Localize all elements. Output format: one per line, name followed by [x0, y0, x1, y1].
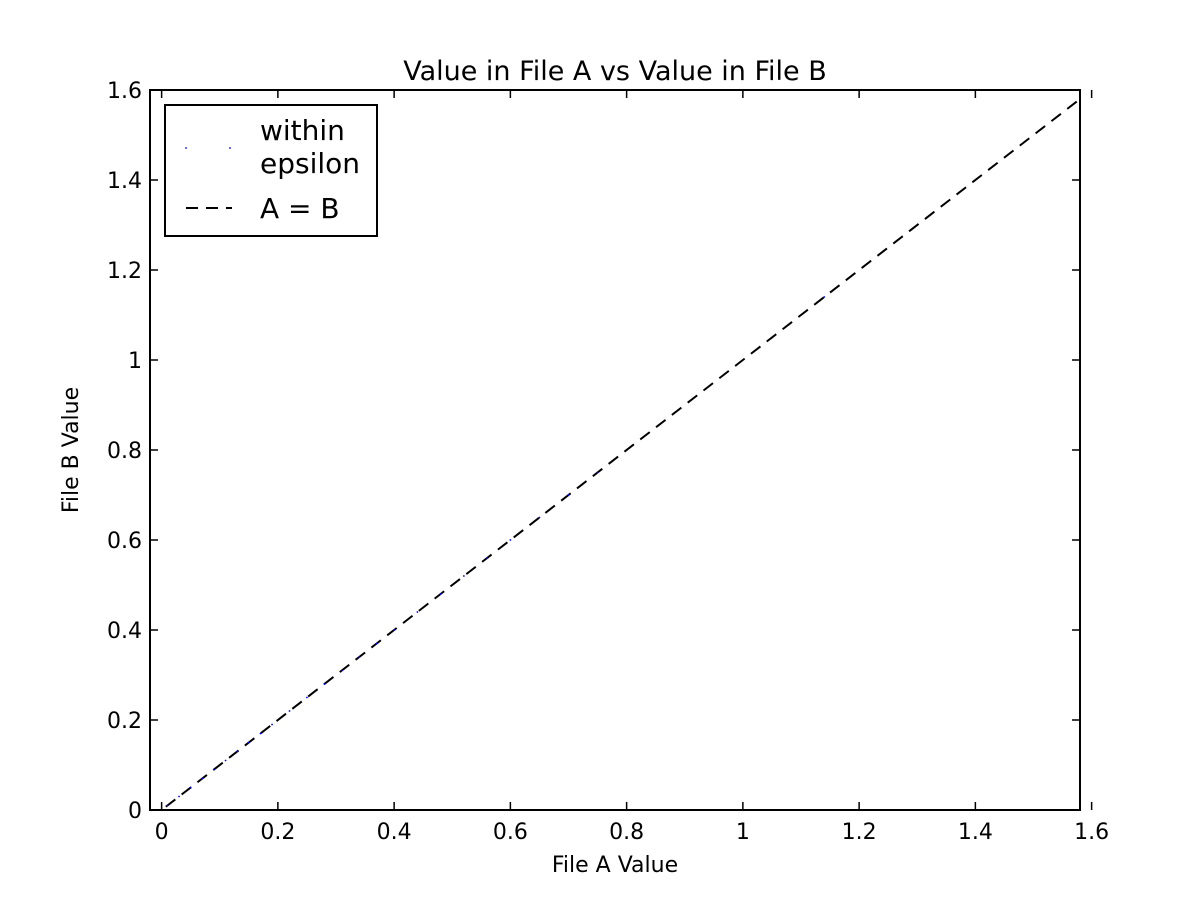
series-within-epsilon-point — [247, 741, 250, 744]
series-within-epsilon-point — [596, 471, 599, 474]
y-tick-label: 0.4 — [107, 619, 142, 644]
series-within-epsilon-point — [486, 557, 489, 559]
y-tick-label: 0.2 — [107, 709, 142, 734]
y-tick-label: 1.4 — [107, 169, 142, 194]
x-tick-label: 0.4 — [377, 820, 412, 845]
x-tick-label: 0.8 — [609, 820, 644, 845]
y-tick-label: 0.8 — [107, 439, 142, 464]
x-tick-label: 1 — [736, 820, 750, 845]
series-within-epsilon-point — [567, 494, 570, 496]
series-within-epsilon-point — [416, 611, 419, 613]
legend: within epsilon A = B — [164, 104, 378, 237]
series-within-epsilon-point — [166, 804, 169, 807]
legend-frame — [164, 104, 378, 237]
series-within-epsilon-point — [439, 593, 442, 595]
series-within-epsilon-point — [178, 795, 180, 798]
series-within-epsilon-point — [224, 759, 227, 762]
legend-entry-within-epsilon-line2: epsilon — [260, 147, 360, 180]
series-within-epsilon-point — [213, 768, 215, 771]
x-tick-label: 0.6 — [493, 820, 528, 845]
series-within-epsilon-point — [538, 516, 541, 519]
series-within-epsilon-point — [358, 656, 361, 658]
series-within-epsilon-point — [509, 539, 512, 541]
series-a-equals-b-line — [159, 98, 1080, 810]
x-tick-label: 0 — [155, 820, 169, 845]
legend-entry-within-epsilon-line1: within — [260, 114, 345, 147]
legend-point — [229, 147, 231, 149]
legend-marker-points — [185, 147, 231, 149]
axis-ticks: 0 0.2 0.4 0.6 0.8 1 1.2 1.4 1.6 0 0.2 0.4 0.6 0.8 1 1.2… — [107, 79, 1109, 845]
series-within-epsilon-point — [259, 732, 262, 735]
x-tick-label: 1.6 — [1074, 820, 1109, 845]
y-tick-label: 0 — [128, 799, 142, 824]
y-axis-label: File B Value — [59, 387, 84, 513]
y-tick-label: 0.6 — [107, 529, 142, 554]
series-within-epsilon-point — [306, 696, 308, 699]
series-within-epsilon-point — [393, 629, 396, 631]
plot-area-frame — [149, 89, 1081, 811]
series-within-epsilon-point — [201, 777, 204, 780]
x-tick-label: 0.2 — [260, 820, 295, 845]
x-axis-label: File A Value — [552, 853, 678, 878]
x-tick-label: 1.2 — [842, 820, 877, 845]
plot-data-layer — [159, 98, 1080, 810]
series-within-epsilon-point — [189, 786, 192, 789]
y-tick-label: 1 — [128, 349, 142, 374]
y-tick-label: 1.6 — [107, 79, 142, 104]
chart-title: Value in File A vs Value in File B — [403, 56, 827, 87]
x-tick-label: 1.4 — [958, 820, 993, 845]
series-within-epsilon-point — [323, 683, 326, 685]
series-within-epsilon-point — [823, 296, 826, 298]
series-within-epsilon-point — [288, 710, 291, 712]
series-within-epsilon-point — [271, 723, 273, 726]
series-within-epsilon-point — [340, 669, 343, 672]
series-within-epsilon-point — [236, 750, 239, 753]
y-tick-label: 1.2 — [107, 259, 142, 284]
legend-entry-a-equals-b: A = B — [260, 192, 340, 225]
series-within-epsilon-point — [462, 575, 465, 577]
legend-point — [185, 147, 187, 149]
series-within-epsilon-point — [375, 642, 378, 645]
